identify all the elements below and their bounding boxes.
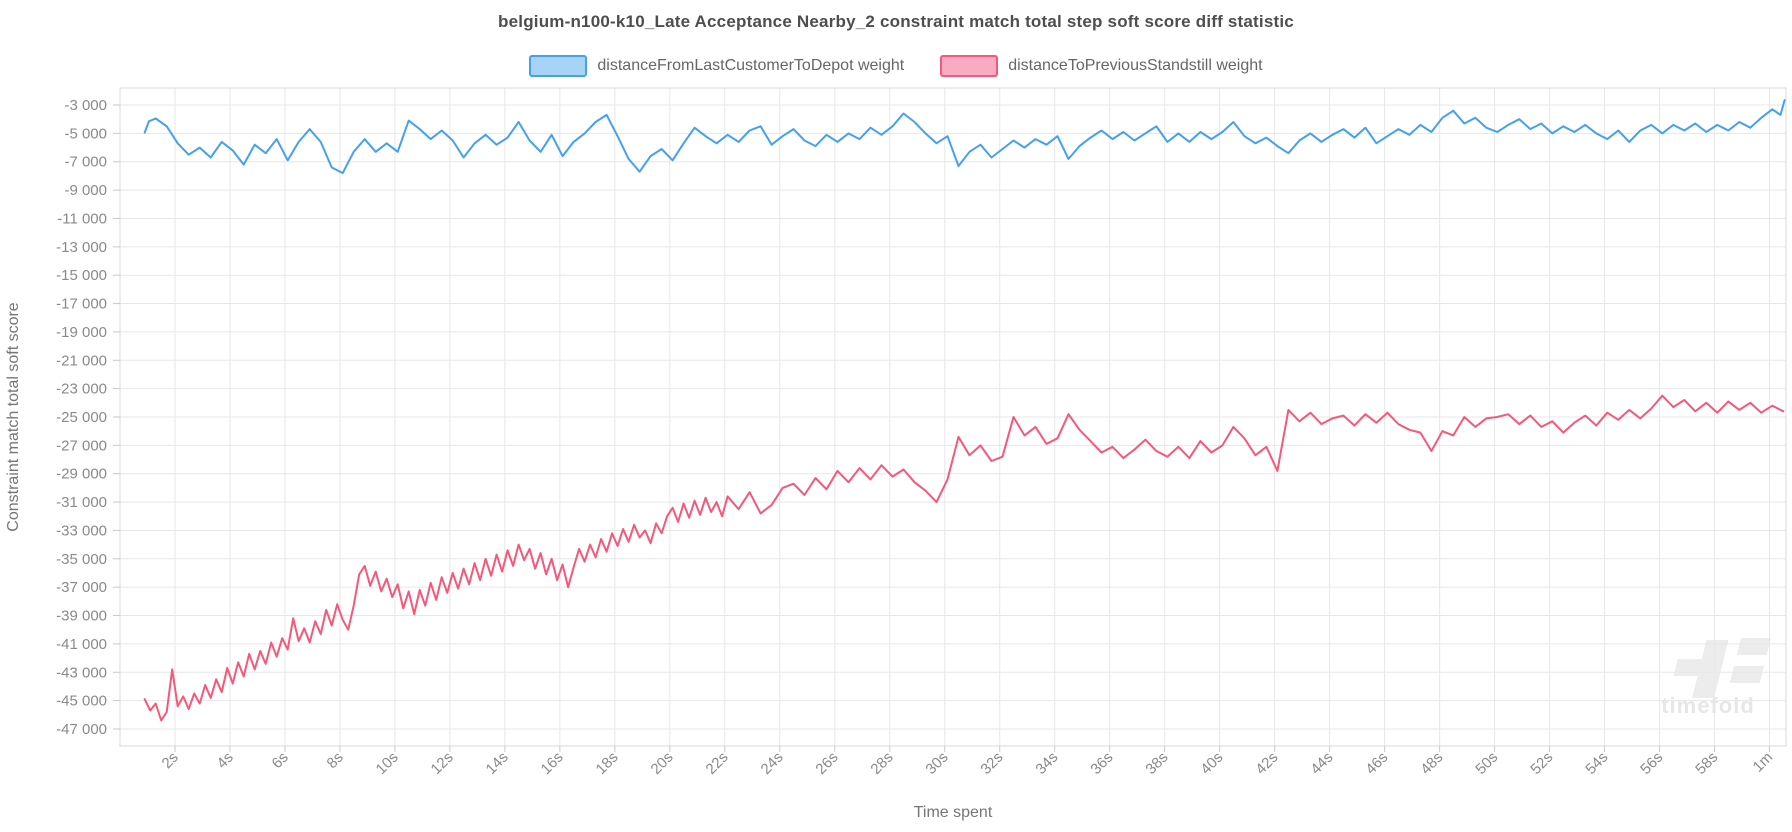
- x-tick-label: 46s: [1362, 749, 1391, 778]
- x-tick-label: 36s: [1087, 749, 1116, 778]
- x-tick-label: 42s: [1252, 749, 1281, 778]
- legend-swatch-blue: [529, 55, 588, 77]
- x-tick-label: 10s: [373, 749, 402, 778]
- x-tick-label: 38s: [1142, 749, 1171, 778]
- y-tick-label: -47 000: [56, 721, 107, 738]
- y-tick-label: -21 000: [56, 352, 107, 369]
- chart-title: belgium-n100-k10_Late Acceptance Nearby_…: [498, 12, 1294, 31]
- legend-swatch-pink: [940, 55, 999, 77]
- x-tick-label: 54s: [1582, 749, 1611, 778]
- y-tick-label: -41 000: [56, 636, 107, 653]
- x-tick-label: 12s: [428, 749, 457, 778]
- x-tick-label: 6s: [269, 749, 292, 772]
- x-tick-label: 44s: [1307, 749, 1336, 778]
- x-tick-label: 56s: [1637, 749, 1666, 778]
- x-tick-label: 58s: [1692, 749, 1721, 778]
- y-tick-label: -39 000: [56, 608, 107, 625]
- y-tick-label: -43 000: [56, 664, 107, 681]
- x-tick-label: 14s: [483, 749, 512, 778]
- x-tick-label: 30s: [922, 749, 951, 778]
- timefold-logo-icon: [1673, 638, 1772, 698]
- y-tick-label: -35 000: [56, 551, 107, 568]
- y-tick-label: -17 000: [56, 296, 107, 313]
- y-tick-label: -31 000: [56, 494, 107, 511]
- y-tick-label: -7 000: [64, 154, 107, 171]
- y-tick-label: -33 000: [56, 522, 107, 539]
- legend: distanceFromLastCustomerToDepot weight d…: [0, 55, 1792, 77]
- x-tick-label: 22s: [703, 749, 732, 778]
- y-tick-label: -25 000: [56, 409, 107, 426]
- y-tick-label: -13 000: [56, 239, 107, 256]
- x-tick-label: 2s: [159, 749, 182, 772]
- x-tick-label: 50s: [1472, 749, 1501, 778]
- y-axis-title: Constraint match total soft score: [5, 302, 22, 532]
- legend-item-distance-from-last-customer-to-depot[interactable]: distanceFromLastCustomerToDepot weight: [529, 55, 904, 77]
- y-tick-label: -5 000: [64, 125, 107, 142]
- x-tick-label: 18s: [593, 749, 622, 778]
- y-tick-label: -37 000: [56, 579, 107, 596]
- y-tick-label: -45 000: [56, 693, 107, 710]
- x-tick-label: 28s: [867, 749, 896, 778]
- y-tick-label: -19 000: [56, 324, 107, 341]
- legend-label-pink: distanceToPreviousStandstill weight: [1008, 57, 1263, 74]
- legend-label-blue: distanceFromLastCustomerToDepot weight: [597, 57, 905, 74]
- x-tick-label: 24s: [758, 749, 787, 778]
- y-tick-label: -29 000: [56, 466, 107, 483]
- y-tick-label: -23 000: [56, 381, 107, 398]
- x-tick-label: 20s: [648, 749, 677, 778]
- x-tick-label: 1m: [1750, 749, 1777, 776]
- series-line-distanceFromLastCustomerToDepot: [143, 99, 1786, 175]
- x-axis-title: Time spent: [914, 804, 993, 821]
- x-tick-label: 48s: [1417, 749, 1446, 778]
- x-tick-label: 52s: [1527, 749, 1556, 778]
- y-tick-label: -27 000: [56, 437, 107, 454]
- x-tick-label: 34s: [1032, 749, 1061, 778]
- timefold-watermark-text: timefold: [1661, 693, 1755, 718]
- y-tick-label: -9 000: [64, 182, 107, 199]
- y-tick-label: -11 000: [57, 210, 107, 227]
- x-tick-label: 8s: [324, 749, 347, 772]
- timefold-watermark: timefold: [1661, 638, 1772, 718]
- x-tick-label: 4s: [214, 749, 237, 772]
- y-tick-label: -3 000: [64, 97, 107, 114]
- x-tick-label: 26s: [812, 749, 841, 778]
- x-tick-label: 32s: [977, 749, 1006, 778]
- series-line-distanceToPreviousStandstill: [143, 394, 1785, 722]
- x-tick-label: 16s: [538, 749, 567, 778]
- y-tick-label: -15 000: [56, 267, 107, 284]
- legend-item-distance-to-previous-standstill[interactable]: distanceToPreviousStandstill weight: [940, 55, 1263, 77]
- x-tick-label: 40s: [1197, 749, 1226, 778]
